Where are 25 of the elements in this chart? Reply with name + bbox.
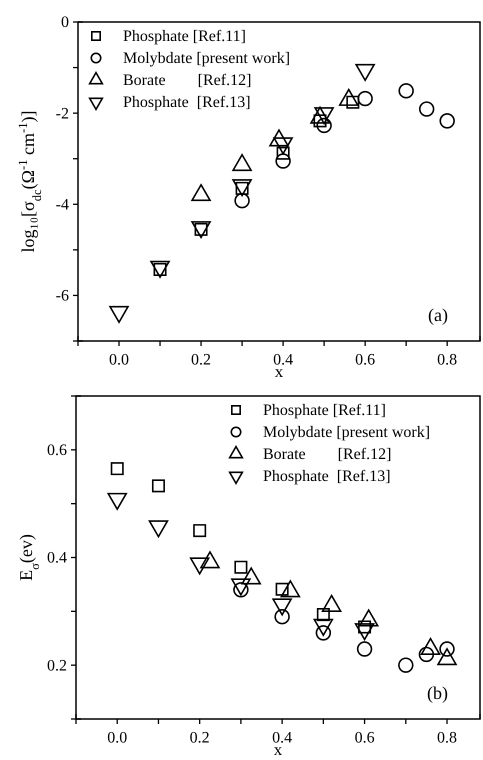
- y-tick-label: 0: [61, 14, 69, 32]
- annotation: (b): [427, 683, 448, 703]
- legend-label: Molybdate [present work]: [123, 50, 290, 67]
- legend-label: Phosphate [Ref.13]: [263, 468, 391, 485]
- legend-label: Borate [Ref.12]: [263, 446, 392, 463]
- y-tick-label: -4: [56, 196, 69, 214]
- annotation: (a): [428, 305, 448, 325]
- y-tick-label: -6: [56, 288, 69, 305]
- y-tick-label: -2: [56, 105, 69, 122]
- x-tick-label: 0.0: [109, 351, 130, 368]
- x-tick-label: 0.2: [190, 729, 210, 746]
- x-tick-label: 0.6: [354, 729, 375, 746]
- x-tick-label: 0.0: [107, 729, 128, 746]
- y-tick-label: 0.6: [47, 442, 67, 459]
- legend-label: Phosphate [Ref.11]: [123, 28, 246, 45]
- x-tick-label: 0.8: [437, 351, 458, 368]
- x-tick-label: 0.6: [355, 351, 376, 368]
- x-tick-label: 0.8: [437, 729, 458, 746]
- legend-label: Phosphate [Ref.13]: [123, 94, 251, 111]
- legend-label: Molybdate [present work]: [263, 424, 430, 441]
- y-tick-label: 0.2: [47, 657, 67, 674]
- x-tick-label: 0.2: [191, 351, 212, 368]
- legend-label: Borate [Ref.12]: [123, 72, 252, 89]
- legend-label: Phosphate [Ref.11]: [263, 402, 386, 419]
- y-tick-label: 0.4: [47, 550, 67, 567]
